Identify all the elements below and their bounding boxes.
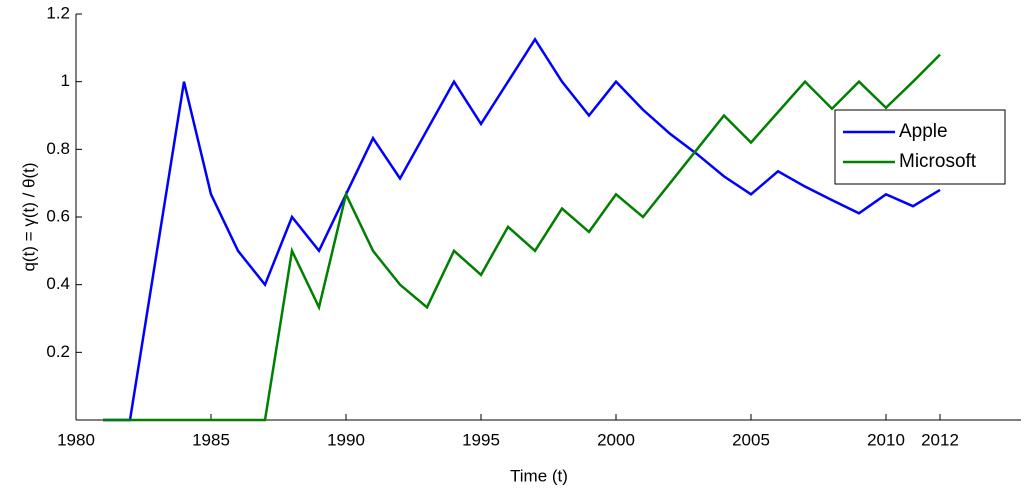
y-axis-label: q(t) = γ(t) / θ(t)	[19, 162, 38, 271]
line-series	[103, 53, 941, 422]
x-tick-label: 2000	[597, 430, 635, 449]
legend-label: Microsoft	[899, 151, 977, 172]
x-tick-label: 2012	[921, 430, 959, 449]
legend-box	[834, 109, 1006, 185]
legend: Apple Microsoft	[834, 109, 1006, 185]
y-tick-label: 0.6	[46, 206, 70, 225]
y-tick-label: 0.4	[46, 274, 70, 293]
x-tick-label: 2005	[732, 430, 770, 449]
y-tick-label: 0.2	[46, 342, 70, 361]
x-axis-label: Time (t)	[510, 466, 568, 485]
x-tick-label: 1985	[192, 430, 230, 449]
y-tick-label: 0.8	[46, 139, 70, 158]
legend-label: Apple	[899, 121, 948, 142]
y-tick-label: 1	[61, 71, 70, 90]
x-tick-label: 1980	[57, 430, 95, 449]
line-series	[103, 37, 941, 422]
x-tick-label: 1990	[327, 430, 365, 449]
x-tick-label: 2010	[867, 430, 905, 449]
y-tick-label: 1.2	[46, 3, 70, 22]
x-tick-label: 1995	[462, 430, 500, 449]
